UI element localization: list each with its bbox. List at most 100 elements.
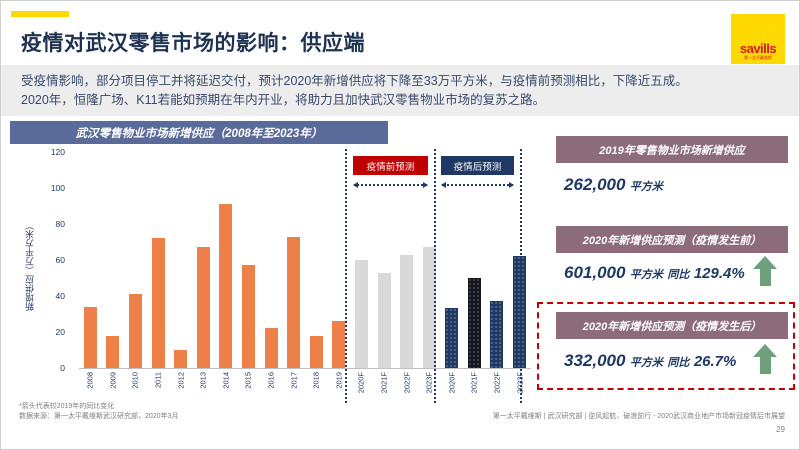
accent-dash xyxy=(11,11,69,17)
bar-actual-2015 xyxy=(241,265,255,368)
x-tick-label: 2010 xyxy=(130,372,140,389)
bar-pre-2020F xyxy=(354,259,368,368)
y-axis-ticks: 0 20 40 60 80 100 120 xyxy=(37,147,73,373)
intro-line-2: 2020年，恒隆广场、K11若能如预期在年内开业，将助力且加快武汉零售物业市场的… xyxy=(21,93,546,107)
panel-value-2020-pre: 601,000 平方米 同比 129.4% xyxy=(564,263,745,283)
divider-dotted-1 xyxy=(345,149,347,403)
x-tick-label: 2020F xyxy=(356,372,366,394)
x-tick-label: 2021F xyxy=(379,372,389,394)
x-tick-label: 2017 xyxy=(289,372,299,389)
y-tick-label: 120 xyxy=(50,147,65,157)
x-tick-label: 2020F xyxy=(447,372,457,394)
bar-slot-2017: 2017 xyxy=(282,153,305,389)
bar-slot-2013: 2013 xyxy=(192,153,215,389)
bar-actual-2010 xyxy=(128,294,142,368)
panel-header-2020-pre: 2020年新增供应预测（疫情发生前） xyxy=(556,226,788,253)
bar-slot-2019: 2019 xyxy=(328,153,351,389)
bar-slot-2014: 2014 xyxy=(215,153,238,389)
footnote-arrow-meaning: *箭头代表较2019年的同比变化 xyxy=(19,403,115,410)
arrow-head xyxy=(753,344,777,357)
bar-slot-2015: 2015 xyxy=(237,153,260,389)
bar-actual-2013 xyxy=(196,247,210,368)
bar-actual-2011 xyxy=(151,238,165,368)
yoy-value: 129.4% xyxy=(693,265,745,282)
up-arrow-icon xyxy=(753,256,777,286)
x-tick-label: 2011 xyxy=(153,372,163,389)
highlight-dashed-box xyxy=(537,302,795,390)
bar-slot-2012: 2012 xyxy=(169,153,192,389)
x-tick-label: 2018 xyxy=(311,372,321,389)
divider-dotted-2 xyxy=(434,149,436,403)
y-tick-label: 40 xyxy=(55,291,65,301)
bar-actual-2018 xyxy=(309,335,323,368)
x-tick-label: 2013 xyxy=(198,372,208,389)
double-arrow-icon xyxy=(353,182,428,188)
savills-logo-text: savills xyxy=(739,41,777,56)
x-tick-label: 2021F xyxy=(469,372,479,394)
x-tick-label: 2016 xyxy=(266,372,276,389)
y-tick-label: 60 xyxy=(55,255,65,265)
bar-actual-2017 xyxy=(287,236,301,368)
value-number: 332,000 xyxy=(564,351,626,370)
up-arrow-icon xyxy=(753,344,777,374)
bar-pre-2023F xyxy=(422,247,436,368)
bar-post-2022F xyxy=(490,301,504,368)
bar-slot-2022F: 2022F xyxy=(395,153,418,393)
bar-slot-2018: 2018 xyxy=(305,153,328,389)
arrow-stem xyxy=(759,269,771,286)
intro-line-1: 受疫情影响，部分项目停工并将延迟交付，预计2020年新增供应将下降至33万平方米… xyxy=(21,74,688,88)
y-tick-label: 80 xyxy=(55,219,65,229)
value-unit: 平方米 xyxy=(629,357,663,369)
bar-post_dark-2021F xyxy=(467,278,481,368)
bar-slot-2022F: 2022F xyxy=(486,153,509,393)
panel-header-2020-post: 2020年新增供应预测（疫情发生后） xyxy=(556,312,788,339)
bar-pre-2022F xyxy=(400,254,414,368)
bar-actual-2014 xyxy=(219,204,233,368)
panel-value-2019: 262,000 平方米 xyxy=(564,175,663,195)
bar-post-2023F xyxy=(513,256,527,368)
x-tick-label: 2008 xyxy=(85,372,95,389)
bar-slot-2021F: 2021F xyxy=(373,153,396,393)
y-axis-label: 新增供应（万平方米） xyxy=(25,221,35,311)
bar-slot-2008: 2008 xyxy=(79,153,102,389)
y-tick-label: 0 xyxy=(60,363,65,373)
intro-band: 受疫情影响，部分项目停工并将延迟交付，预计2020年新增供应将下降至33万平方米… xyxy=(1,65,799,116)
yoy-label: 同比 xyxy=(667,269,690,281)
x-tick-label: 2009 xyxy=(108,372,118,389)
bar-actual-2016 xyxy=(264,328,278,368)
bar-slot-2011: 2011 xyxy=(147,153,170,388)
footnote-source: 数据来源：第一太平戴维斯武汉研究部，2020年3月 xyxy=(19,413,179,420)
legend-pre-epidemic: 疫情前预测 xyxy=(353,156,428,175)
x-tick-label: 2014 xyxy=(221,372,231,389)
bar-slot-2020F: 2020F xyxy=(441,153,464,393)
bar-slot-2020F: 2020F xyxy=(350,153,373,393)
bar-slot-2009: 2009 xyxy=(102,153,125,389)
bar-actual-2012 xyxy=(174,350,188,368)
bar-pre-2021F xyxy=(377,272,391,368)
x-tick-label: 2022F xyxy=(402,372,412,394)
x-tick-label: 2015 xyxy=(243,372,253,389)
page-title: 疫情对武汉零售市场的影响：供应端 xyxy=(21,32,365,55)
bar-actual-2019 xyxy=(332,320,346,368)
bar-slot-2016: 2016 xyxy=(260,153,283,389)
page-number: 29 xyxy=(776,425,785,434)
legend-post-epidemic: 疫情后预测 xyxy=(441,156,514,175)
arrow-head xyxy=(753,256,777,269)
x-tick-label: 2019 xyxy=(334,372,344,389)
bar-slot-2023F: 2023F xyxy=(418,153,441,393)
yoy-value: 26.7% xyxy=(693,353,737,370)
chart-title: 武汉零售物业市场新增供应（2008年至2023年） xyxy=(10,121,388,144)
x-tick-label: 2012 xyxy=(176,372,186,389)
arrow-stem xyxy=(759,357,771,374)
bar-slot-2021F: 2021F xyxy=(463,153,486,393)
bar-chart-plot: 2008 2009 2010 2011 2012 2013 2014 2015 2016 2017… xyxy=(79,153,531,393)
double-arrow-icon xyxy=(441,182,514,188)
footer-report-title: 第一太平戴维斯 | 武汉研究部 | 逆风起航，破浪前行 - 2020武汉商业地产… xyxy=(492,413,785,420)
y-tick-label: 20 xyxy=(55,327,65,337)
x-tick-label: 2022F xyxy=(492,372,502,394)
value-number: 601,000 xyxy=(564,263,626,282)
value-number: 262,000 xyxy=(564,175,626,194)
savills-logo-subtext: 第一太平戴维斯 xyxy=(744,55,772,60)
value-unit: 平方米 xyxy=(629,181,663,193)
